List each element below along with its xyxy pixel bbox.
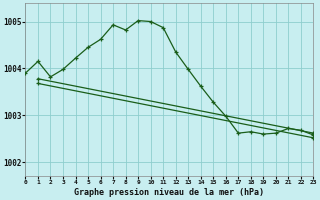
X-axis label: Graphe pression niveau de la mer (hPa): Graphe pression niveau de la mer (hPa): [75, 188, 264, 197]
